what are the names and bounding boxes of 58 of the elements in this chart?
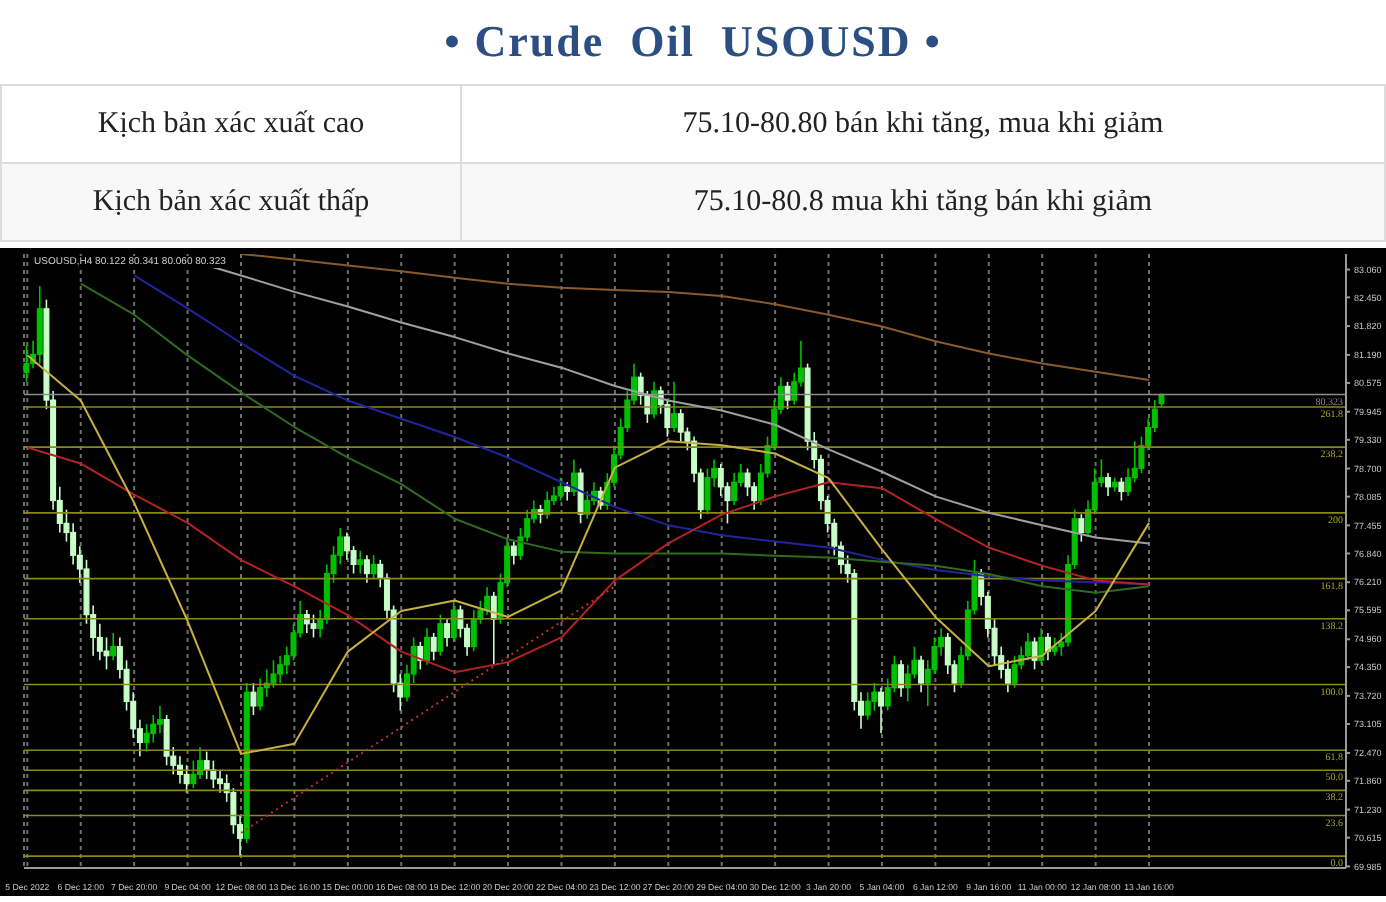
line-series <box>239 254 1151 381</box>
candlestick <box>217 769 224 794</box>
candlestick <box>437 613 444 657</box>
candlestick <box>864 691 871 721</box>
candlestick <box>1031 636 1038 671</box>
candlestick <box>357 549 364 575</box>
candlestick <box>1038 627 1045 666</box>
candlestick <box>704 467 711 516</box>
candlestick <box>570 458 577 497</box>
candlestick <box>577 467 584 525</box>
text: 75.10-80.8 mua khi tăng bán khi giảm <box>461 163 1385 241</box>
candlestick <box>564 481 571 502</box>
candlestick <box>150 714 157 744</box>
candlestick <box>143 723 150 753</box>
candlestick <box>450 600 457 643</box>
candlestick <box>110 632 117 662</box>
candlestick <box>430 632 437 662</box>
candlestick <box>370 554 377 579</box>
candlestick <box>203 750 210 780</box>
text: Kịch bản xác xuất cao <box>1 85 461 163</box>
candlestick <box>918 654 925 694</box>
candlestick <box>250 682 257 716</box>
candlestick <box>257 677 264 712</box>
line-series <box>26 354 1151 755</box>
line-series <box>26 446 1151 674</box>
candlestick <box>871 682 878 712</box>
candlestick <box>557 476 564 502</box>
candlestick <box>23 344 30 383</box>
candlestick <box>510 540 517 566</box>
candlestick <box>156 705 163 735</box>
candlestick <box>731 472 738 506</box>
candlestick <box>1105 472 1112 497</box>
candlestick <box>671 381 678 433</box>
candlestick <box>310 613 317 639</box>
candlestick <box>484 586 491 616</box>
candlestick <box>1051 636 1058 657</box>
candlestick <box>1011 654 1018 689</box>
candlestick <box>878 686 885 735</box>
text: 75.10-80.80 bán khi tăng, mua khi giảm <box>461 85 1385 163</box>
candlestick <box>424 627 431 666</box>
candlestick <box>270 659 277 689</box>
candlestick <box>277 654 284 684</box>
candlestick <box>163 714 170 767</box>
candlestick <box>444 618 451 648</box>
candlestick <box>197 746 203 780</box>
candlestick <box>470 609 477 652</box>
candlestick <box>784 381 791 411</box>
candlestick <box>1078 513 1085 543</box>
text: Kịch bản xác xuất thấp <box>1 163 461 241</box>
chart-title: • Crude Oil USOUSD • <box>442 14 944 70</box>
candlestick <box>210 759 217 789</box>
candlestick <box>898 659 905 698</box>
candlestick <box>363 554 370 584</box>
candlestick <box>677 408 684 442</box>
candlestick <box>36 285 43 365</box>
candlestick <box>1024 632 1031 662</box>
candlestick <box>183 764 190 794</box>
candlestick <box>1118 476 1125 502</box>
